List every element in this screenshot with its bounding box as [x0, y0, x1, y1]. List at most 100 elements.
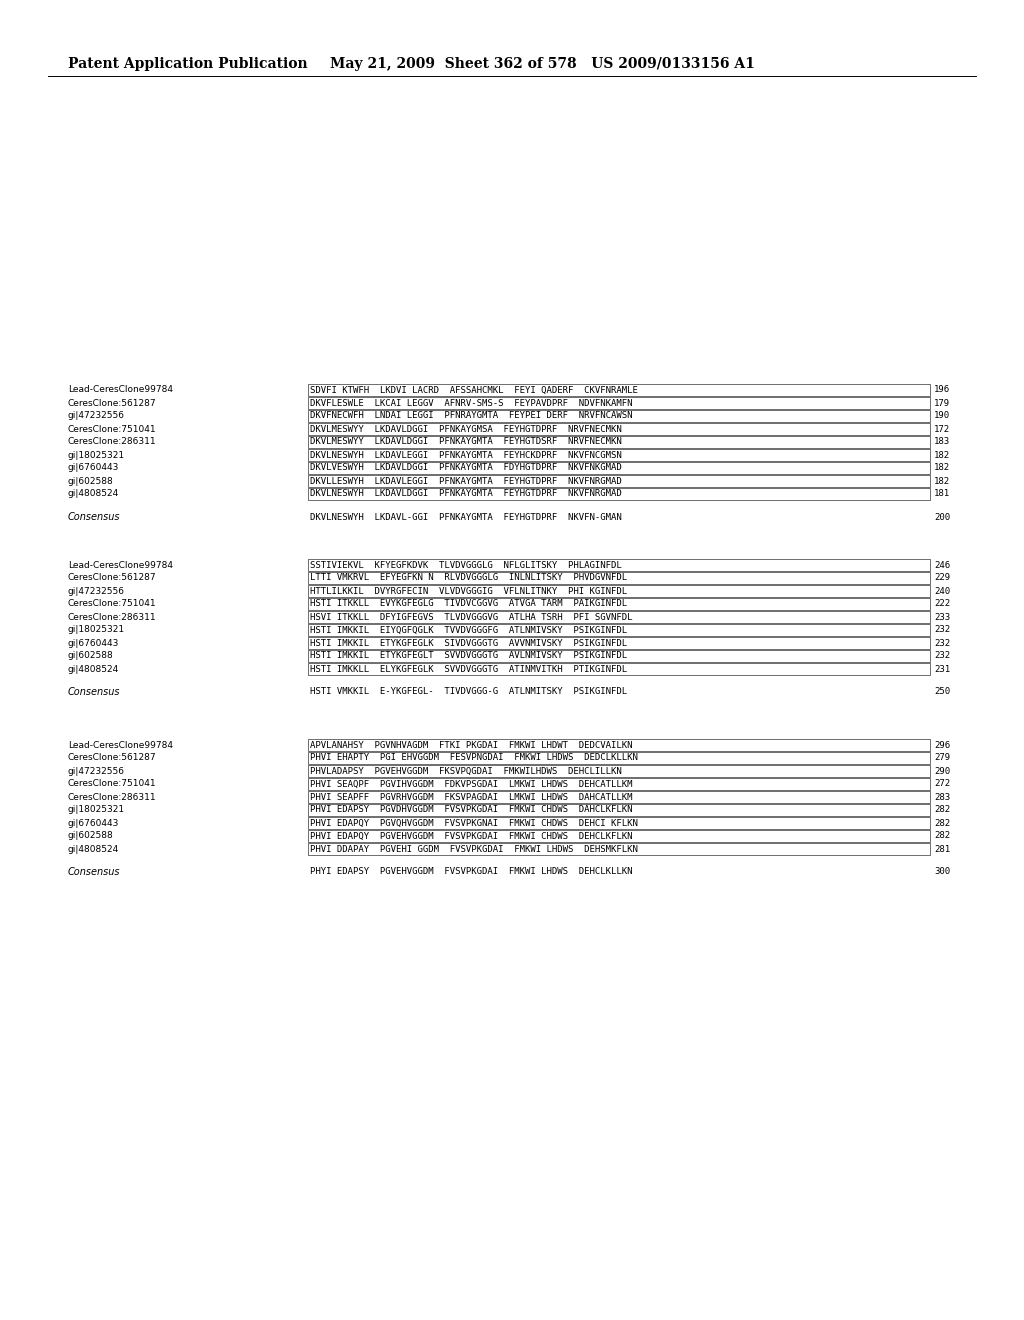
Bar — [308, 437, 930, 449]
Text: CeresClone:286311: CeresClone:286311 — [68, 437, 157, 446]
Text: CeresClone:561287: CeresClone:561287 — [68, 573, 157, 582]
Text: gi|4808524: gi|4808524 — [68, 490, 119, 499]
Text: LTTI VMKRVL  EFYEGFKN N  RLVDVGGGLG  INLNLITSKY  PHVDGVNFDL: LTTI VMKRVL EFYEGFKN N RLVDVGGGLG INLNLI… — [310, 573, 627, 582]
Bar — [308, 475, 930, 487]
Text: 222: 222 — [934, 599, 950, 609]
Bar — [308, 598, 930, 610]
Text: HSTI IMKKLL  ELYKGFEGLK  SVVDVGGGTG  ATINMVITKH  PTIKGINFDL: HSTI IMKKLL ELYKGFEGLK SVVDVGGGTG ATINMV… — [310, 664, 627, 673]
Text: Consensus: Consensus — [68, 512, 121, 521]
Text: May 21, 2009  Sheet 362 of 578   US 2009/0133156 A1: May 21, 2009 Sheet 362 of 578 US 2009/01… — [330, 57, 755, 71]
Bar — [308, 791, 930, 804]
Text: 196: 196 — [934, 385, 950, 395]
Bar — [308, 739, 930, 751]
Text: PHVLADAPSY  PGVEHVGGDM  FKSVPQGDAI  FMKWILHDWS  DEHCLILLKN: PHVLADAPSY PGVEHVGGDM FKSVPQGDAI FMKWILH… — [310, 767, 622, 776]
Text: SDVFI KTWFH  LKDVI LACRD  AFSSAHCMKL  FEYI QADERF  CKVFNRAMLE: SDVFI KTWFH LKDVI LACRD AFSSAHCMKL FEYI … — [310, 385, 638, 395]
Text: gi|602588: gi|602588 — [68, 652, 114, 660]
Bar — [308, 573, 930, 585]
Text: 300: 300 — [934, 867, 950, 876]
Text: 232: 232 — [934, 626, 950, 635]
Text: 172: 172 — [934, 425, 950, 433]
Bar — [308, 651, 930, 663]
Text: CeresClone:561287: CeresClone:561287 — [68, 399, 157, 408]
Bar — [308, 663, 930, 676]
Text: gi|6760443: gi|6760443 — [68, 818, 120, 828]
Text: 183: 183 — [934, 437, 950, 446]
Text: 229: 229 — [934, 573, 950, 582]
Text: gi|47232556: gi|47232556 — [68, 586, 125, 595]
Text: DKVLNESWYH  LKDAVL-GGI  PFNKAYGMTA  FEYHGTDPRF  NKVFN-GMAN: DKVLNESWYH LKDAVL-GGI PFNKAYGMTA FEYHGTD… — [310, 512, 622, 521]
Text: gi|47232556: gi|47232556 — [68, 412, 125, 421]
Bar — [308, 804, 930, 816]
Text: DKVFLESWLE  LKCAI LEGGV  AFNRV-SMS-S  FEYPAVDPRF  NDVFNKAMFN: DKVFLESWLE LKCAI LEGGV AFNRV-SMS-S FEYPA… — [310, 399, 633, 408]
Text: DKVLNESWYH  LKDAVLEGGI  PFNKAYGMTA  FEYHCKDPRF  NKVFNCGMSN: DKVLNESWYH LKDAVLEGGI PFNKAYGMTA FEYHCKD… — [310, 450, 622, 459]
Text: gi|47232556: gi|47232556 — [68, 767, 125, 776]
Text: 182: 182 — [934, 477, 950, 486]
Text: 179: 179 — [934, 399, 950, 408]
Bar — [308, 462, 930, 474]
Text: 200: 200 — [934, 512, 950, 521]
Bar — [308, 817, 930, 829]
Text: gi|602588: gi|602588 — [68, 477, 114, 486]
Text: PHYI EDAPSY  PGVEHVGGDM  FVSVPKGDAI  FMKWI LHDWS  DEHCLKLLKN: PHYI EDAPSY PGVEHVGGDM FVSVPKGDAI FMKWI … — [310, 867, 633, 876]
Text: 232: 232 — [934, 652, 950, 660]
Text: gi|4808524: gi|4808524 — [68, 845, 119, 854]
Text: 296: 296 — [934, 741, 950, 750]
Bar — [308, 638, 930, 649]
Bar — [308, 397, 930, 409]
Text: PHVI EDAPQY  PGVQHVGGDM  FVSVPKGNAI  FMKWI CHDWS  DEHCI KFLKN: PHVI EDAPQY PGVQHVGGDM FVSVPKGNAI FMKWI … — [310, 818, 638, 828]
Bar — [308, 411, 930, 422]
Text: PHVI EDAPQY  PGVEHVGGDM  FVSVPKGDAI  FMKWI CHDWS  DEHCLKFLKN: PHVI EDAPQY PGVEHVGGDM FVSVPKGDAI FMKWI … — [310, 832, 633, 841]
Text: 279: 279 — [934, 754, 950, 763]
Bar — [308, 624, 930, 636]
Text: DKVLVESWYH  LKDAVLDGGI  PFNKAYGMTA  FDYHGTDPRF  NKVFNKGMAD: DKVLVESWYH LKDAVLDGGI PFNKAYGMTA FDYHGTD… — [310, 463, 622, 473]
Text: gi|6760443: gi|6760443 — [68, 639, 120, 648]
Text: 290: 290 — [934, 767, 950, 776]
Text: CeresClone:751041: CeresClone:751041 — [68, 599, 157, 609]
Text: 240: 240 — [934, 586, 950, 595]
Text: PHVI EHAPTY  PGI EHVGGDM  FESVPNGDAI  FMKWI LHDWS  DEDCLKLLKN: PHVI EHAPTY PGI EHVGGDM FESVPNGDAI FMKWI… — [310, 754, 638, 763]
Text: gi|6760443: gi|6760443 — [68, 463, 120, 473]
Text: DKVFNECWFH  LNDAI LEGGI  PFNRAYGMTA  FEYPEI DERF  NRVFNCAWSN: DKVFNECWFH LNDAI LEGGI PFNRAYGMTA FEYPEI… — [310, 412, 633, 421]
Text: 283: 283 — [934, 792, 950, 801]
Text: HSVI ITKKLL  DFYIGFEGVS  TLVDVGGGVG  ATLHA TSRH  PFI SGVNFDL: HSVI ITKKLL DFYIGFEGVS TLVDVGGGVG ATLHA … — [310, 612, 633, 622]
Bar — [308, 779, 930, 791]
Text: HSTI IMKKIL  EIYQGFQGLK  TVVDVGGGFG  ATLNMIVSKY  PSIKGINFDL: HSTI IMKKIL EIYQGFQGLK TVVDVGGGFG ATLNMI… — [310, 626, 627, 635]
Text: gi|602588: gi|602588 — [68, 832, 114, 841]
Text: 232: 232 — [934, 639, 950, 648]
Text: Lead-CeresClone99784: Lead-CeresClone99784 — [68, 385, 173, 395]
Bar — [308, 424, 930, 436]
Text: CeresClone:751041: CeresClone:751041 — [68, 780, 157, 788]
Text: gi|18025321: gi|18025321 — [68, 450, 125, 459]
Text: Consensus: Consensus — [68, 686, 121, 697]
Text: HTTLILKKIL  DVYRGFECIN  VLVDVGGGIG  VFLNLITNKY  PHI KGINFDL: HTTLILKKIL DVYRGFECIN VLVDVGGGIG VFLNLIT… — [310, 586, 627, 595]
Bar — [308, 560, 930, 572]
Text: PHVI SEAPFF  PGVRHVGGDM  FKSVPAGDAI  LMKWI LHDWS  DAHCATLLKM: PHVI SEAPFF PGVRHVGGDM FKSVPAGDAI LMKWI … — [310, 792, 633, 801]
Text: DKVLMESWYY  LKDAVLDGGI  PFNKAYGMTA  FEYHGTDSRF  NRVFNECMKN: DKVLMESWYY LKDAVLDGGI PFNKAYGMTA FEYHGTD… — [310, 437, 622, 446]
Text: gi|4808524: gi|4808524 — [68, 664, 119, 673]
Text: 233: 233 — [934, 612, 950, 622]
Text: PHVI DDAPAY  PGVEHI GGDM  FVSVPKGDAI  FMKWI LHDWS  DEHSMKFLKN: PHVI DDAPAY PGVEHI GGDM FVSVPKGDAI FMKWI… — [310, 845, 638, 854]
Text: 282: 282 — [934, 832, 950, 841]
Bar — [308, 488, 930, 500]
Bar — [308, 752, 930, 764]
Bar — [308, 611, 930, 623]
Text: HSTI ITKKLL  EVYKGFEGLG  TIVDVCGGVG  ATVGA TARM  PAIKGINFDL: HSTI ITKKLL EVYKGFEGLG TIVDVCGGVG ATVGA … — [310, 599, 627, 609]
Text: gi|18025321: gi|18025321 — [68, 805, 125, 814]
Bar — [308, 830, 930, 842]
Text: HSTI IMKKIL  ETYKGFEGLK  SIVDVGGGTG  AVVNMIVSKY  PSIKGINFDL: HSTI IMKKIL ETYKGFEGLK SIVDVGGGTG AVVNMI… — [310, 639, 627, 648]
Text: 246: 246 — [934, 561, 950, 569]
Text: CeresClone:751041: CeresClone:751041 — [68, 425, 157, 433]
Text: SSTIVIEKVL  KFYEGFKDVK  TLVDVGGGLG  NFLGLITSKY  PHLAGINFDL: SSTIVIEKVL KFYEGFKDVK TLVDVGGGLG NFLGLIT… — [310, 561, 622, 569]
Text: HSTI IMKKIL  ETYKGFEGLT  SVVDVGGGTG  AVLNMIVSKY  PSIKGINFDL: HSTI IMKKIL ETYKGFEGLT SVVDVGGGTG AVLNMI… — [310, 652, 627, 660]
Text: 281: 281 — [934, 845, 950, 854]
Text: DKVLMESWYY  LKDAVLDGGI  PFNKAYGMSA  FEYHGTDPRF  NRVFNECMKN: DKVLMESWYY LKDAVLDGGI PFNKAYGMSA FEYHGTD… — [310, 425, 622, 433]
Bar — [308, 449, 930, 461]
Bar — [308, 585, 930, 597]
Text: 250: 250 — [934, 688, 950, 697]
Bar — [308, 766, 930, 777]
Text: APVLANAHSY  PGVNHVAGDM  FTKI PKGDAI  FMKWI LHDWT  DEDCVAILKN: APVLANAHSY PGVNHVAGDM FTKI PKGDAI FMKWI … — [310, 741, 633, 750]
Text: CeresClone:286311: CeresClone:286311 — [68, 612, 157, 622]
Text: 282: 282 — [934, 805, 950, 814]
Text: 231: 231 — [934, 664, 950, 673]
Text: 272: 272 — [934, 780, 950, 788]
